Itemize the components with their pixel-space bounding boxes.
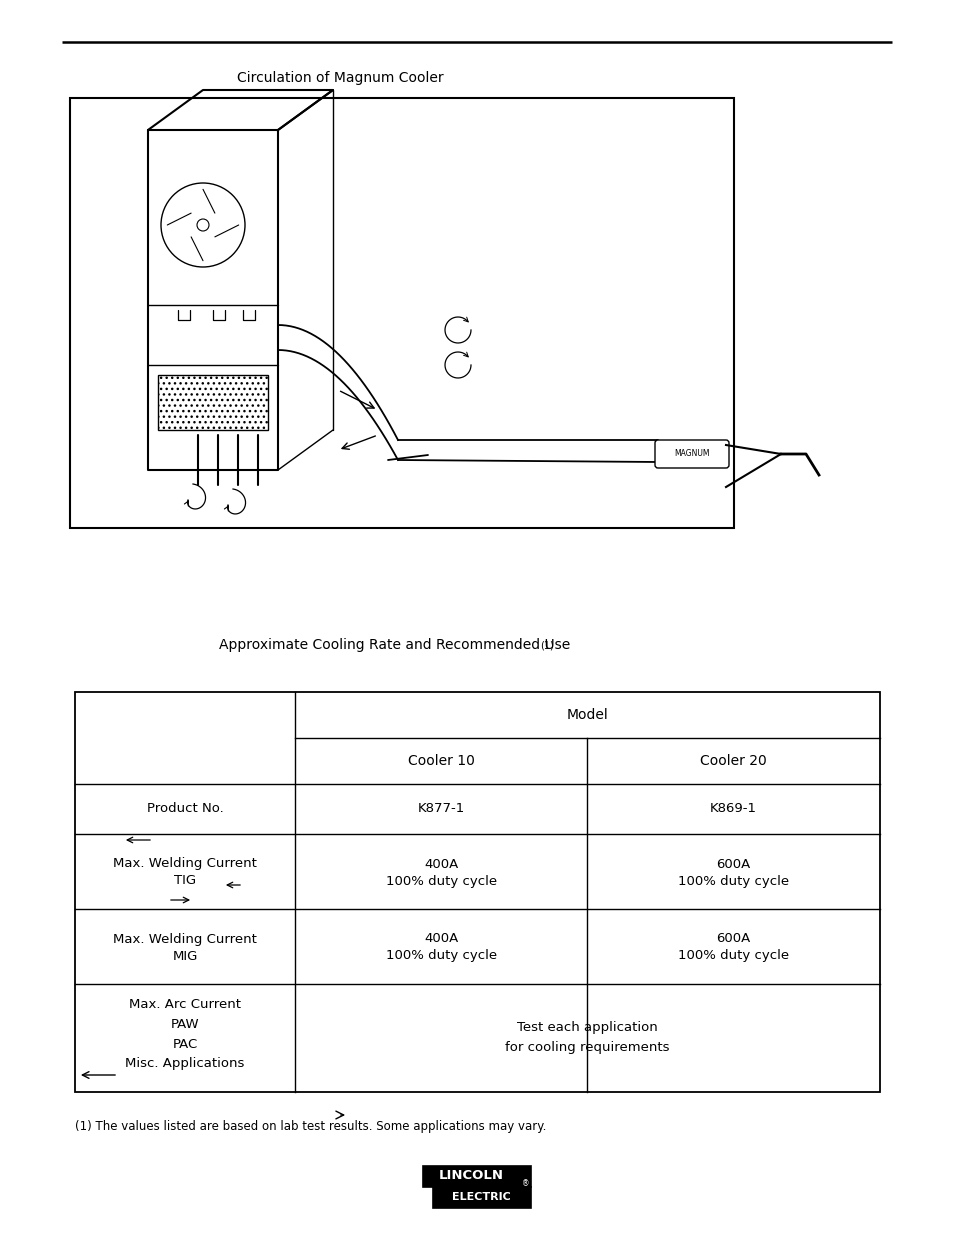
Text: LINCOLN: LINCOLN xyxy=(438,1170,503,1182)
Text: K869-1: K869-1 xyxy=(709,803,757,815)
Text: 400A: 400A xyxy=(424,857,457,871)
Text: MIG: MIG xyxy=(172,950,197,962)
Text: Max. Arc Current: Max. Arc Current xyxy=(129,998,241,1010)
Text: Cooler 20: Cooler 20 xyxy=(700,755,766,768)
Text: (1): (1) xyxy=(539,640,553,650)
Text: PAC: PAC xyxy=(172,1037,197,1051)
Bar xyxy=(75,692,879,1092)
Text: ®: ® xyxy=(521,1179,529,1188)
FancyBboxPatch shape xyxy=(655,440,728,468)
Text: for cooling requirements: for cooling requirements xyxy=(505,1041,669,1055)
Text: Max. Welding Current: Max. Welding Current xyxy=(113,932,256,946)
Text: Max. Welding Current: Max. Welding Current xyxy=(113,857,256,871)
Text: Product No.: Product No. xyxy=(147,803,223,815)
Text: 400A: 400A xyxy=(424,932,457,946)
Text: Circulation of Magnum Cooler: Circulation of Magnum Cooler xyxy=(236,70,443,85)
Text: 100% duty cycle: 100% duty cycle xyxy=(678,874,788,888)
Text: Misc. Applications: Misc. Applications xyxy=(125,1057,244,1071)
Text: K877-1: K877-1 xyxy=(417,803,464,815)
Text: TIG: TIG xyxy=(173,874,196,888)
Bar xyxy=(70,98,733,529)
Text: PAW: PAW xyxy=(171,1018,199,1030)
Text: 600A: 600A xyxy=(716,932,750,946)
Text: Cooler 10: Cooler 10 xyxy=(407,755,475,768)
Bar xyxy=(433,1187,531,1208)
Text: 100% duty cycle: 100% duty cycle xyxy=(678,950,788,962)
Bar xyxy=(158,375,268,430)
Text: 100% duty cycle: 100% duty cycle xyxy=(385,874,497,888)
Bar xyxy=(422,1166,531,1187)
Text: (1) The values listed are based on lab test results. Some applications may vary.: (1) The values listed are based on lab t… xyxy=(75,1120,546,1132)
Text: 600A: 600A xyxy=(716,857,750,871)
Text: Approximate Cooling Rate and Recommended Use: Approximate Cooling Rate and Recommended… xyxy=(219,638,570,652)
Text: Model: Model xyxy=(566,708,608,722)
Text: MAGNUM: MAGNUM xyxy=(674,450,709,458)
Text: ELECTRIC: ELECTRIC xyxy=(451,1193,510,1203)
Text: 100% duty cycle: 100% duty cycle xyxy=(385,950,497,962)
Text: Test each application: Test each application xyxy=(517,1021,658,1035)
